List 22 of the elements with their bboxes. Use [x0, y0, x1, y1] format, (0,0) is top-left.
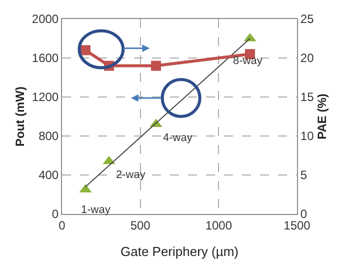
y2-tick-label: 5 — [300, 168, 308, 182]
y-tick-label: 0 — [52, 207, 59, 222]
y2-tick-label: 25 — [300, 12, 314, 26]
annotation: 1-way — [81, 204, 111, 216]
point — [80, 45, 90, 56]
y-tick-label: 800 — [38, 129, 59, 144]
y-tick-label: 1600 — [32, 51, 59, 66]
y-tick-label: 400 — [38, 168, 59, 182]
annotation: 4-way — [163, 132, 193, 144]
x-axis-title: Gate Periphery (µm) — [120, 244, 239, 259]
annotation: 8-way — [233, 55, 263, 67]
y2-tick-label: 20 — [300, 51, 314, 66]
annotation: 2-way — [116, 169, 146, 181]
y2-tick-label: 10 — [300, 129, 314, 144]
y-tick-label: 1200 — [32, 90, 59, 104]
y2-tick-label: 15 — [300, 90, 314, 104]
x-tick-label: 1000 — [205, 218, 232, 232]
point — [151, 60, 161, 71]
y2-axis-title: PAE (%) — [314, 94, 329, 140]
y-axis-title: Pout (mW) — [13, 86, 28, 146]
x-tick-label: 500 — [130, 218, 151, 232]
y-tick-label: 2000 — [32, 12, 59, 26]
